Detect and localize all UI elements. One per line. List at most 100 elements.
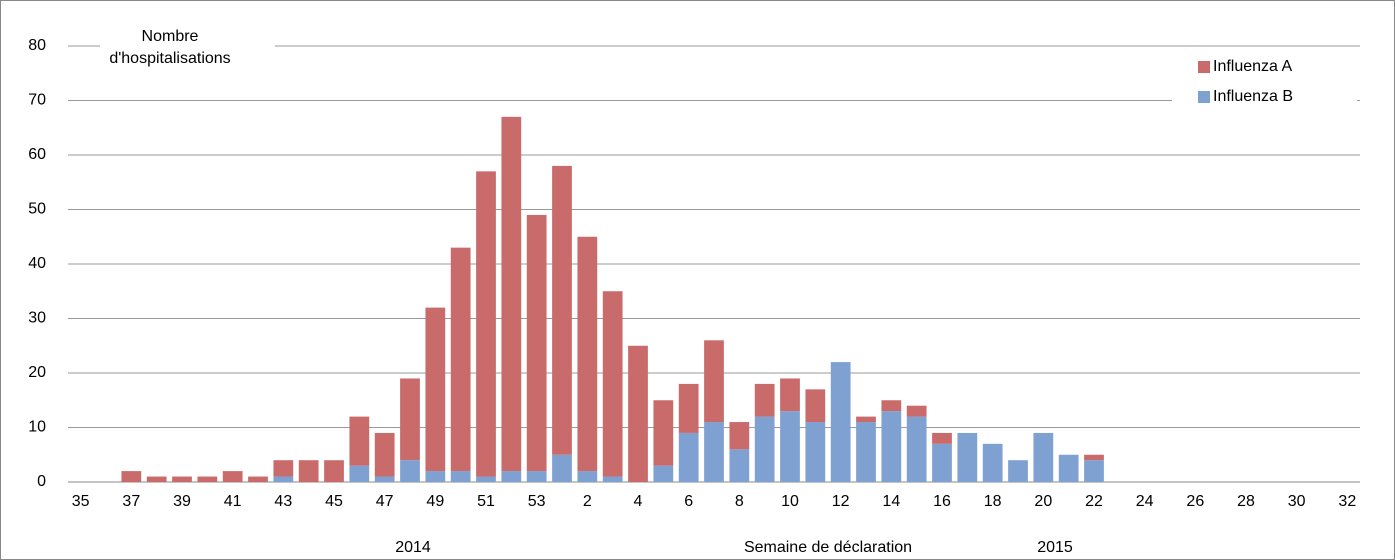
x-tick-label: 37: [122, 493, 140, 510]
x-tick-label: 16: [933, 493, 951, 510]
x-tick-label: 2: [583, 493, 592, 510]
x-tick-label: 53: [528, 493, 546, 510]
year-label: 2015: [1037, 539, 1073, 556]
x-tick-label: 6: [684, 493, 693, 510]
legend-swatch: [1198, 61, 1210, 73]
y-tick-label: 30: [28, 310, 46, 327]
bar: [1008, 460, 1028, 482]
x-tick-label: 24: [1136, 493, 1154, 510]
x-tick-label: 20: [1034, 493, 1052, 510]
y-tick-label: 0: [37, 473, 46, 490]
x-tick-label: 45: [325, 493, 343, 510]
bar: [881, 411, 902, 482]
bar: [577, 236, 598, 472]
bar: [881, 400, 902, 412]
x-tick-label: 41: [224, 493, 242, 510]
bar: [450, 247, 471, 472]
bar: [704, 422, 724, 482]
bar: [830, 362, 851, 482]
bar: [982, 443, 1003, 482]
bar: [501, 471, 522, 482]
bar: [653, 400, 674, 466]
x-tick-label: 26: [1186, 493, 1204, 510]
bar: [678, 432, 699, 482]
bar: [121, 471, 142, 482]
bar: [349, 416, 370, 466]
bar: [729, 422, 750, 450]
x-tick-label: 49: [426, 493, 444, 510]
x-tick-label: 32: [1338, 493, 1356, 510]
x-tick-label: 14: [882, 493, 900, 510]
bar: [602, 291, 623, 477]
bar: [526, 471, 547, 482]
bar: [374, 476, 395, 482]
bar: [957, 432, 978, 482]
bar: [273, 460, 294, 477]
bar: [754, 383, 775, 417]
legend-label: Influenza B: [1213, 88, 1293, 105]
bar: [932, 432, 952, 444]
bar: [932, 443, 952, 482]
bar: [273, 476, 294, 482]
bar: [400, 460, 420, 482]
bar: [552, 454, 572, 482]
bar: [805, 389, 826, 423]
x-tick-label: 51: [477, 493, 495, 510]
bar: [400, 378, 420, 461]
x-tick-label: 8: [735, 493, 744, 510]
bar: [501, 116, 522, 472]
bar: [146, 476, 167, 482]
x-tick-label: 22: [1085, 493, 1103, 510]
bar: [526, 214, 547, 472]
bar: [450, 471, 471, 482]
x-tick-label: 35: [72, 493, 90, 510]
y-tick-label: 10: [28, 419, 46, 436]
bar: [1084, 460, 1104, 482]
y-axis-title: d'hospitalisations: [109, 50, 230, 67]
bar: [906, 405, 927, 417]
x-tick-label: 28: [1237, 493, 1255, 510]
bar: [425, 471, 446, 482]
x-tick-label: 12: [832, 493, 850, 510]
bar: [856, 416, 876, 423]
bar: [906, 416, 927, 482]
x-tick-label: 43: [274, 493, 292, 510]
bar: [1084, 454, 1104, 461]
bar: [628, 345, 648, 482]
bar: [349, 465, 370, 482]
bar: [248, 476, 268, 482]
bar: [425, 307, 446, 472]
x-tick-label: 10: [781, 493, 799, 510]
legend-swatch: [1198, 91, 1210, 103]
y-tick-label: 70: [28, 92, 46, 109]
bar: [729, 449, 750, 482]
x-tick-label: 47: [376, 493, 394, 510]
year-label: 2014: [395, 539, 431, 556]
x-tick-label: 30: [1288, 493, 1306, 510]
bar: [476, 171, 496, 477]
y-tick-label: 80: [28, 37, 46, 54]
x-tick-label: 4: [634, 493, 643, 510]
bar: [1033, 432, 1054, 482]
bar: [678, 383, 699, 433]
y-tick-label: 20: [28, 364, 46, 381]
bar: [805, 422, 826, 482]
y-tick-label: 60: [28, 146, 46, 163]
y-tick-label: 50: [28, 201, 46, 218]
bar: [856, 422, 876, 482]
bar: [298, 460, 319, 482]
bar: [552, 165, 572, 455]
y-tick-label: 40: [28, 255, 46, 272]
bar: [602, 476, 623, 482]
x-tick-label: 39: [173, 493, 191, 510]
label-bg: [100, 22, 275, 88]
x-axis-title: Semaine de déclaration: [744, 539, 912, 556]
bar: [374, 432, 395, 477]
bar: [172, 476, 192, 482]
bar: [577, 471, 598, 482]
y-axis-title: Nombre: [142, 28, 199, 45]
x-tick-label: 18: [984, 493, 1002, 510]
bar: [476, 476, 496, 482]
bar: [754, 416, 775, 482]
